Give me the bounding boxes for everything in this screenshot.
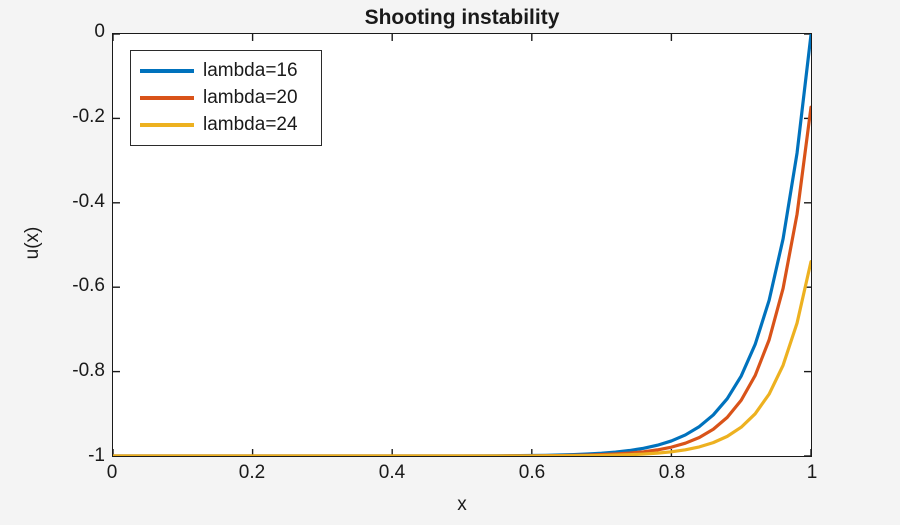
series-line: [113, 259, 811, 456]
x-axis-label: x: [457, 494, 467, 515]
data-series-group: [113, 34, 811, 456]
series-line: [113, 105, 811, 456]
plot-svg: [113, 34, 811, 456]
x-tick-label: 0.6: [518, 462, 546, 483]
legend-color-swatch: [140, 68, 194, 73]
legend-label: lambda=16: [203, 60, 298, 81]
chart-title: Shooting instability: [364, 6, 560, 29]
x-tick-label: 0: [106, 462, 118, 483]
y-tick-label: -0.2: [72, 105, 105, 127]
y-tick-label: -1: [88, 445, 105, 466]
y-tick-label: 0: [94, 21, 105, 42]
legend-color-swatch: [140, 95, 194, 100]
x-tick-label: 0.2: [238, 462, 266, 483]
legend-entry[interactable]: lambda=20: [131, 84, 321, 111]
legend-entry[interactable]: lambda=24: [131, 111, 321, 138]
x-tick-label: 0.8: [658, 462, 686, 483]
legend-color-swatch: [140, 122, 194, 127]
legend-label: lambda=24: [203, 114, 298, 135]
y-axis-tick-labels: 0 -0.2 -0.4 -0.6 -0.8 -1: [0, 0, 105, 525]
legend-box[interactable]: lambda=16 lambda=20 lambda=24: [130, 50, 322, 146]
legend-label: lambda=20: [203, 87, 298, 108]
y-tick-label: -0.6: [72, 275, 105, 297]
x-tick-label: 1: [806, 462, 818, 483]
x-axis-tick-labels: 0 0.2 0.4 0.6 0.8 1: [0, 462, 900, 492]
x-tick-label: 0.4: [378, 462, 406, 483]
y-tick-label: -0.8: [72, 360, 105, 382]
legend-entry[interactable]: lambda=16: [131, 57, 321, 84]
y-tick-label: -0.4: [72, 190, 105, 212]
